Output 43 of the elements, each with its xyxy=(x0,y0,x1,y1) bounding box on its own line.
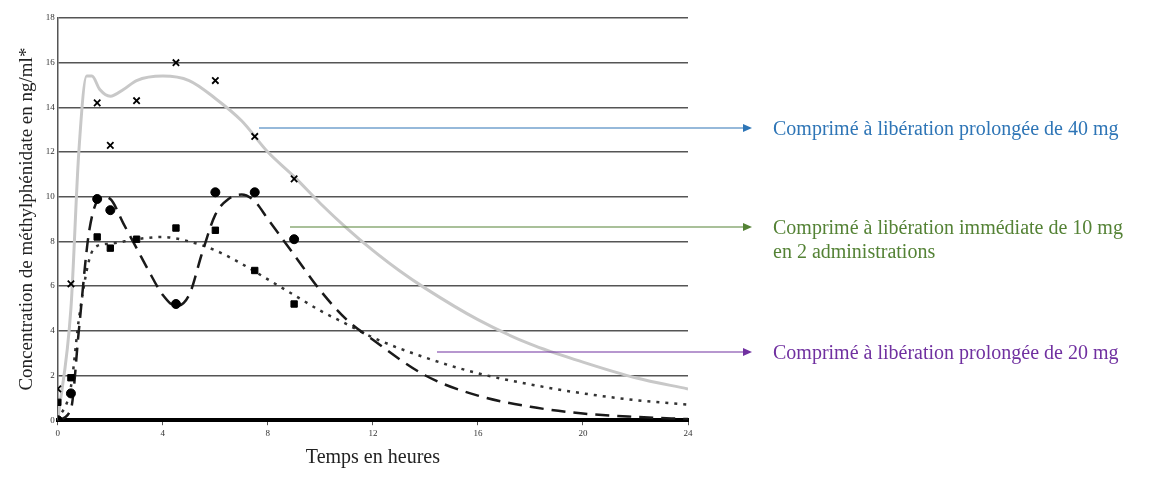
y-tick-label: 12 xyxy=(45,146,55,157)
y-tick-label: 18 xyxy=(45,12,56,23)
x-tick-label: 24 xyxy=(683,427,693,438)
x-tick-label: 8 xyxy=(265,427,271,438)
point xyxy=(211,226,220,234)
y-tick-label: 6 xyxy=(50,280,56,291)
point xyxy=(66,279,76,288)
point xyxy=(170,299,181,310)
point xyxy=(172,224,180,232)
x-tick-label: 20 xyxy=(578,427,588,438)
point xyxy=(249,187,260,198)
text: Comprimé à libération prolongée de 20 mg xyxy=(773,340,1120,364)
point xyxy=(92,193,103,204)
point xyxy=(93,98,102,107)
point xyxy=(211,76,220,85)
point xyxy=(93,233,101,241)
point xyxy=(289,234,300,245)
point xyxy=(210,187,221,198)
x-tick-label: 16 xyxy=(473,427,483,438)
y-tick-label: 10 xyxy=(45,191,56,202)
point xyxy=(132,96,141,105)
y-tick-label: 2 xyxy=(50,369,55,380)
point xyxy=(67,374,75,382)
text: Comprimé à libération prolongée de 40 mg xyxy=(773,116,1120,140)
point xyxy=(105,205,116,216)
point xyxy=(106,244,114,252)
point xyxy=(290,174,299,183)
text: Comprimé à libération immédiate de 10 mg en 2 administrations xyxy=(773,215,1124,263)
x-axis-title: Temps en heures xyxy=(305,445,441,469)
point xyxy=(132,235,141,243)
point xyxy=(106,141,115,150)
y-tick-label: 0 xyxy=(50,414,56,425)
point xyxy=(251,266,259,275)
x-tick-label: 4 xyxy=(160,427,166,438)
y-axis-title: Concentration de méthylphénidate en ng/ml* xyxy=(15,47,37,391)
y-tick-label: 16 xyxy=(45,57,56,68)
y-tick-label: 4 xyxy=(50,325,56,336)
point xyxy=(290,300,298,308)
y-tick-label: 14 xyxy=(45,101,56,112)
point xyxy=(65,388,76,399)
x-tick-label: 12 xyxy=(368,427,378,438)
y-tick-label: 8 xyxy=(50,235,56,246)
point xyxy=(250,132,259,141)
